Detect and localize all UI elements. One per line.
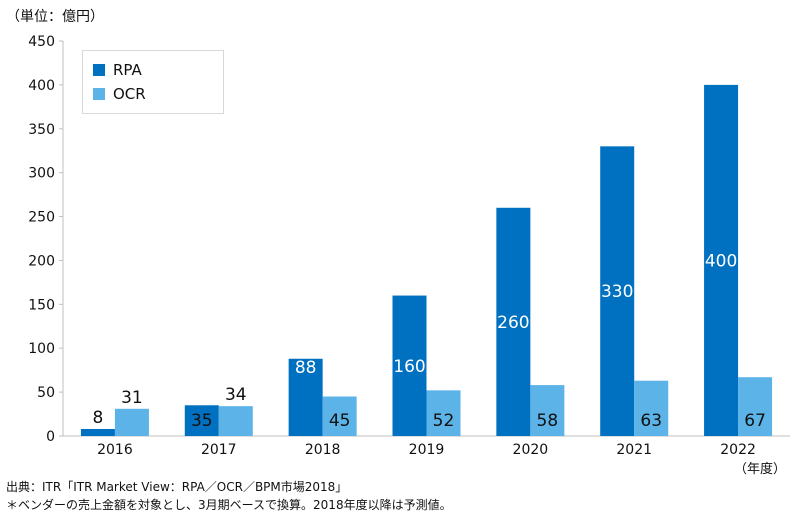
- legend-item-rpa: RPA: [93, 61, 142, 79]
- legend-swatch-rpa: [93, 64, 105, 76]
- bar-rpa: [288, 358, 323, 436]
- y-tick-label: 200: [28, 253, 55, 269]
- x-unit-label: （年度）: [734, 462, 787, 477]
- x-tick-label: 2020: [513, 442, 549, 458]
- data-label: 31: [121, 388, 143, 408]
- legend-label-rpa: RPA: [113, 61, 142, 79]
- x-tick-label: 2017: [201, 442, 237, 458]
- bar-ocr: [634, 380, 669, 436]
- x-tick-label: 2019: [409, 442, 445, 458]
- data-label: 88: [295, 358, 317, 378]
- bar-rpa: [600, 146, 635, 437]
- bar-ocr: [426, 390, 461, 436]
- x-tick-label: 2018: [305, 442, 341, 458]
- y-tick-label: 450: [28, 34, 55, 50]
- data-label: 35: [191, 411, 213, 431]
- bar-ocr: [738, 377, 773, 436]
- bar-rpa: [184, 405, 219, 436]
- bar-rpa: [392, 295, 427, 436]
- x-tick-label: 2016: [97, 442, 133, 458]
- x-tick-label: 2022: [720, 442, 756, 458]
- data-label: 330: [601, 282, 633, 302]
- bar-ocr: [218, 406, 253, 436]
- data-label: 45: [329, 411, 351, 431]
- bar-ocr: [322, 396, 357, 436]
- y-tick-label: 350: [28, 122, 55, 138]
- bar-rpa: [80, 428, 115, 436]
- data-label: 160: [393, 357, 425, 377]
- data-label: 260: [497, 313, 529, 333]
- y-tick-label: 300: [28, 166, 55, 182]
- data-label: 400: [705, 251, 737, 271]
- y-tick-label: 250: [28, 210, 55, 226]
- bar-ocr: [530, 385, 565, 436]
- data-label: 63: [640, 411, 662, 431]
- legend-swatch-ocr: [93, 88, 105, 100]
- bar-rpa: [496, 207, 531, 436]
- data-label: 58: [537, 411, 559, 431]
- source-note: 出典：ITR「ITR Market View：RPA／OCR／BPM市場2018…: [6, 480, 348, 494]
- legend-label-ocr: OCR: [113, 85, 146, 103]
- bar-ocr: [114, 408, 149, 436]
- data-label: 67: [744, 411, 766, 431]
- y-tick-label: 400: [28, 78, 55, 94]
- legend-item-ocr: OCR: [93, 85, 146, 103]
- y-tick-label: 50: [37, 385, 55, 401]
- data-label: 52: [433, 411, 455, 431]
- y-tick-label: 150: [28, 297, 55, 313]
- y-tick-label: 0: [46, 429, 55, 445]
- legend: RPA OCR: [82, 50, 224, 114]
- y-tick-label: 100: [28, 341, 55, 357]
- footnote: ＊ベンダーの売上金額を対象とし、3月期ベースで換算。2018年度以降は予測値。: [6, 498, 452, 512]
- bar-rpa: [704, 84, 739, 436]
- unit-label: （単位：億円）: [6, 9, 104, 25]
- data-label: 34: [225, 385, 247, 405]
- x-tick-label: 2021: [616, 442, 652, 458]
- data-label: 8: [93, 408, 104, 428]
